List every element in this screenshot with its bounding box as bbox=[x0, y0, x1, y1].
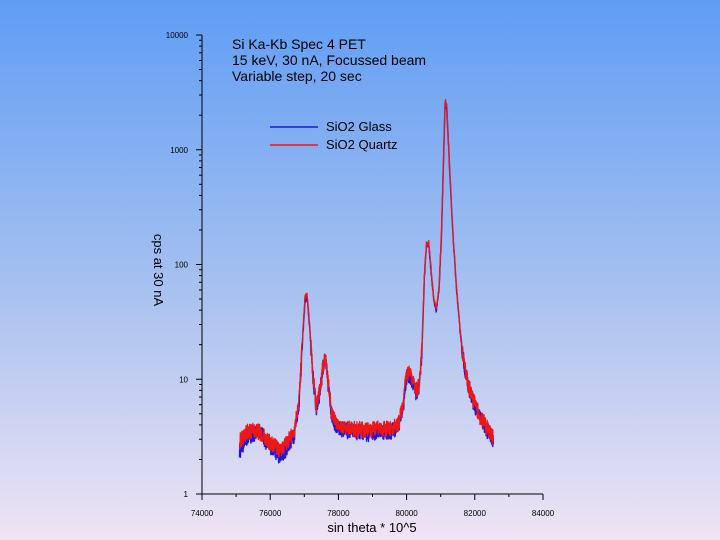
series-line-sio2-glass bbox=[238, 101, 495, 464]
legend: SiO2 Glass SiO2 Quartz bbox=[270, 119, 398, 152]
x-axis-ticks: 74000 76000 78000 80000 82000 84000 bbox=[191, 494, 555, 518]
x-tick-label: 78000 bbox=[327, 509, 350, 518]
title-line-1: Si Ka-Kb Spec 4 PET bbox=[232, 36, 366, 52]
title-line-3: Variable step, 20 sec bbox=[232, 68, 362, 84]
x-tick-label: 84000 bbox=[532, 509, 555, 518]
y-tick-label: 100 bbox=[175, 261, 189, 270]
series-line-sio2-quartz bbox=[238, 99, 495, 458]
x-axis-title: sin theta * 10^5 bbox=[327, 520, 416, 535]
y-axis-ticks: 1 10 100 1000 10000 bbox=[166, 31, 202, 499]
x-tick-label: 80000 bbox=[395, 509, 418, 518]
chart-title: Si Ka-Kb Spec 4 PET 15 keV, 30 nA, Focus… bbox=[232, 36, 426, 84]
y-tick-label: 10 bbox=[179, 375, 188, 384]
y-axis-title: cps at 30 nA bbox=[151, 234, 166, 307]
y-tick-label: 1000 bbox=[170, 146, 188, 155]
legend-label-quartz: SiO2 Quartz bbox=[326, 137, 398, 152]
title-line-2: 15 keV, 30 nA, Focussed beam bbox=[232, 52, 426, 68]
y-tick-label: 10000 bbox=[166, 31, 189, 40]
series-layer bbox=[238, 99, 495, 464]
x-tick-label: 76000 bbox=[259, 509, 282, 518]
y-tick-label: 1 bbox=[184, 490, 189, 499]
legend-label-glass: SiO2 Glass bbox=[326, 119, 392, 134]
x-tick-label: 82000 bbox=[464, 509, 487, 518]
x-tick-label: 74000 bbox=[191, 509, 214, 518]
